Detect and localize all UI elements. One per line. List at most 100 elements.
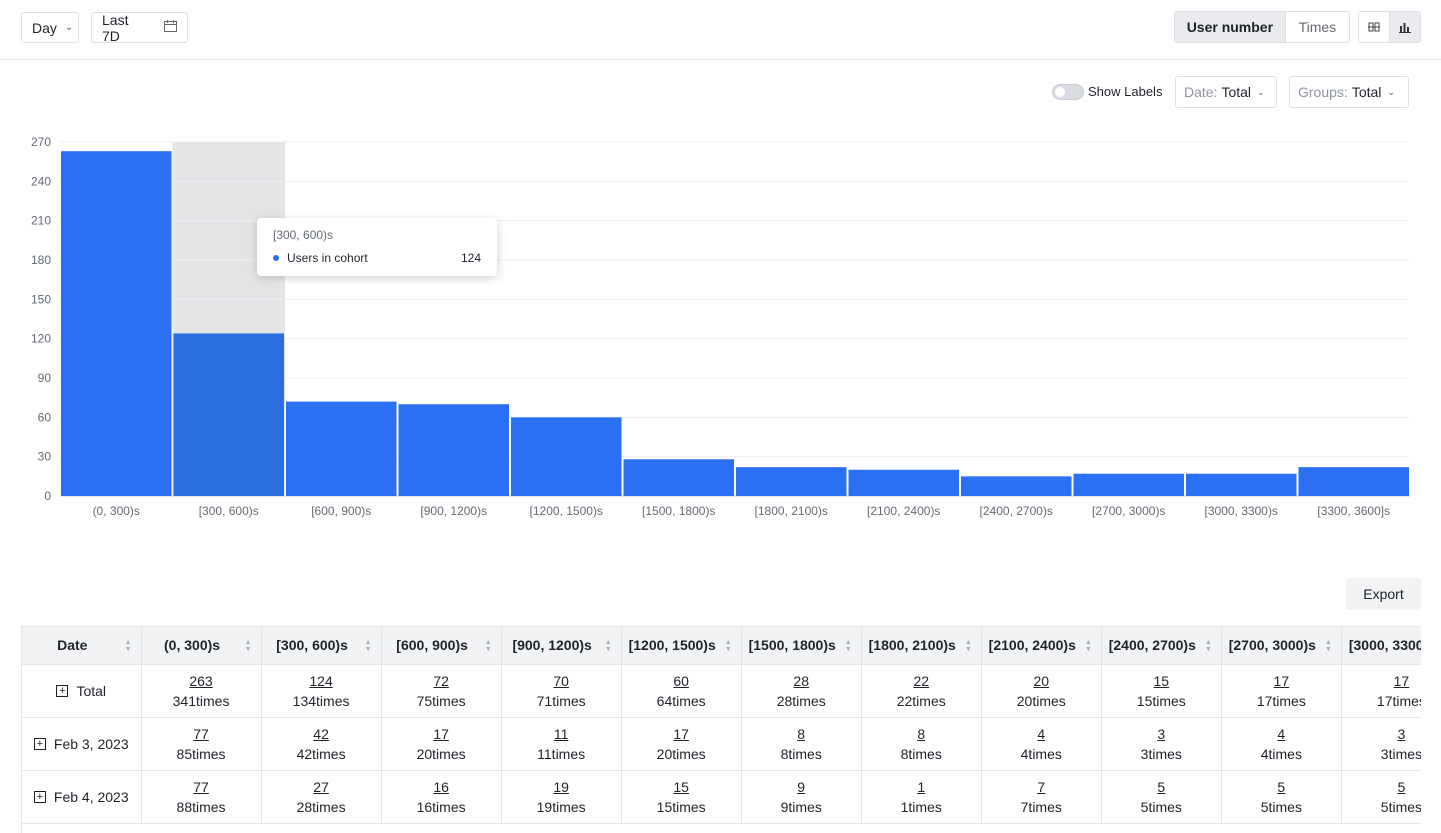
expand-icon[interactable]: + [56,685,69,697]
cell-user-count-link[interactable]: 77 [193,779,209,795]
sort-icon[interactable]: ▲ ▼ [1084,638,1092,653]
table-cell: 263 341times [141,664,262,718]
bar[interactable] [848,469,960,496]
cell-user-count-link[interactable]: 8 [917,726,926,742]
sort-icon[interactable]: ▲ ▼ [604,638,612,653]
cell-times: 75times [416,693,466,709]
table-cell: 17 20times [381,717,502,771]
view-toggle [1358,11,1421,43]
cell-times: 17times [1376,693,1421,709]
cell-user-count-link[interactable]: 5 [1277,779,1286,795]
cell-times: 7times [1020,799,1062,815]
bar[interactable] [623,459,735,496]
cell-user-count-link[interactable]: 8 [797,726,806,742]
sort-icon[interactable]: ▲ ▼ [124,638,132,653]
cell-user-count-link[interactable]: 7 [1037,779,1046,795]
export-button[interactable]: Export [1346,578,1421,610]
cell-user-count-link[interactable]: 17 [1273,673,1290,689]
table-cell: 17 17times [1341,664,1421,718]
column-header-bucket[interactable]: [2100, 2400)s ▲ ▼ [981,626,1102,665]
tab-times[interactable]: Times [1284,12,1349,42]
cell-user-count-link[interactable]: 72 [433,673,449,689]
cell-user-count-link[interactable]: 60 [673,673,689,689]
sort-icon[interactable]: ▲ ▼ [244,638,252,653]
column-header-label: [3000, 3300)s [1348,637,1421,653]
cell-user-count-link[interactable]: 263 [189,673,213,689]
sort-icon[interactable]: ▲ ▼ [1204,638,1212,653]
cell-user-count-link[interactable]: 15 [1153,673,1170,689]
bar[interactable] [961,476,1072,496]
granularity-select[interactable]: Day ⌄ [21,12,79,43]
table-cell: 5 5times [1101,770,1222,824]
bar[interactable] [1073,473,1185,496]
cell-user-count-link[interactable]: 16 [433,779,449,795]
cell-user-count-link[interactable]: 15 [673,779,689,795]
bar[interactable] [511,417,622,496]
show-labels-toggle[interactable] [1052,84,1084,100]
column-header-bucket[interactable]: [900, 1200)s ▲ ▼ [501,626,622,665]
cell-user-count-link[interactable]: 70 [553,673,569,689]
expand-icon[interactable]: + [33,738,46,750]
sort-icon[interactable]: ▲ ▼ [844,638,852,653]
cell-user-count-link[interactable]: 9 [797,779,806,795]
date-range-value: Last 7D [102,11,129,44]
cell-user-count-link[interactable]: 3 [1397,726,1406,742]
cell-user-count-link[interactable]: 4 [1277,726,1286,742]
bar[interactable] [736,467,847,496]
cell-user-count-link[interactable]: 20 [1033,673,1050,689]
sort-icon[interactable]: ▲ ▼ [964,638,972,653]
cell-times: 4times [1260,746,1302,762]
cell-user-count-link[interactable]: 77 [193,726,209,742]
table-cell: 77 85times [141,717,262,771]
cell-user-count-link[interactable]: 11 [553,726,569,742]
x-tick-label: (0, 300)s [93,504,140,518]
column-header-bucket[interactable]: [600, 900)s ▲ ▼ [381,626,502,665]
tab-user-number[interactable]: User number [1175,12,1285,42]
bar[interactable] [1298,467,1410,496]
cell-user-count-link[interactable]: 5 [1397,779,1406,795]
cell-user-count-link[interactable]: 28 [793,673,809,689]
cell-user-count-link[interactable]: 42 [313,726,329,742]
cell-user-count-link[interactable]: 19 [553,779,569,795]
cell-user-count-link[interactable]: 17 [433,726,449,742]
bar-chart-icon[interactable] [1389,12,1420,42]
bar[interactable] [1186,473,1297,496]
column-header-bucket[interactable]: [2400, 2700)s ▲ ▼ [1101,626,1222,665]
x-tick-label: [3300, 3600]s [1317,504,1390,518]
cell-user-count-link[interactable]: 27 [313,779,329,795]
column-header-bucket[interactable]: (0, 300)s ▲ ▼ [141,626,262,665]
groups-filter-dropdown[interactable]: Groups: Total ⌄ [1289,76,1409,108]
cell-times: 88times [176,799,226,815]
cell-user-count-link[interactable]: 4 [1037,726,1046,742]
expand-icon[interactable]: + [33,791,46,803]
date-filter-dropdown[interactable]: Date: Total ⌄ [1175,76,1277,108]
column-header-bucket[interactable]: [3000, 3300)s▲▼ [1341,626,1421,665]
date-range-picker[interactable]: Last 7D [91,11,188,44]
bar[interactable] [173,333,285,496]
sort-icon[interactable]: ▲ ▼ [1324,638,1332,653]
cell-user-count-link[interactable]: 3 [1157,726,1166,742]
cell-user-count-link[interactable]: 17 [673,726,689,742]
row-date-cell: + Total [22,664,142,718]
sort-icon[interactable]: ▲ ▼ [364,638,372,653]
bar[interactable] [286,401,397,496]
sort-icon[interactable]: ▲ ▼ [724,638,732,653]
sort-icon[interactable]: ▲ ▼ [484,638,492,653]
cell-user-count-link[interactable]: 124 [309,673,333,689]
column-header-date[interactable]: Date ▲ ▼ [22,626,142,665]
cell-user-count-link[interactable]: 22 [913,673,930,689]
bar[interactable] [61,151,172,496]
cell-times: 20times [656,746,706,762]
column-header-bucket[interactable]: [300, 600)s ▲ ▼ [261,626,382,665]
column-header-bucket[interactable]: [2700, 3000)s ▲ ▼ [1221,626,1342,665]
chart-tooltip: [300, 600)s Users in cohort 124 [257,218,497,276]
column-header-bucket[interactable]: [1500, 1800)s ▲ ▼ [741,626,862,665]
column-header-bucket[interactable]: [1200, 1500)s ▲ ▼ [621,626,742,665]
cell-user-count-link[interactable]: 5 [1157,779,1166,795]
bar[interactable] [398,404,510,496]
cell-user-count-link[interactable]: 1 [917,779,926,795]
split-view-icon[interactable] [1359,12,1389,42]
table-cell: 4 4times [1221,717,1342,771]
column-header-bucket[interactable]: [1800, 2100)s ▲ ▼ [861,626,982,665]
cell-user-count-link[interactable]: 17 [1393,673,1410,689]
